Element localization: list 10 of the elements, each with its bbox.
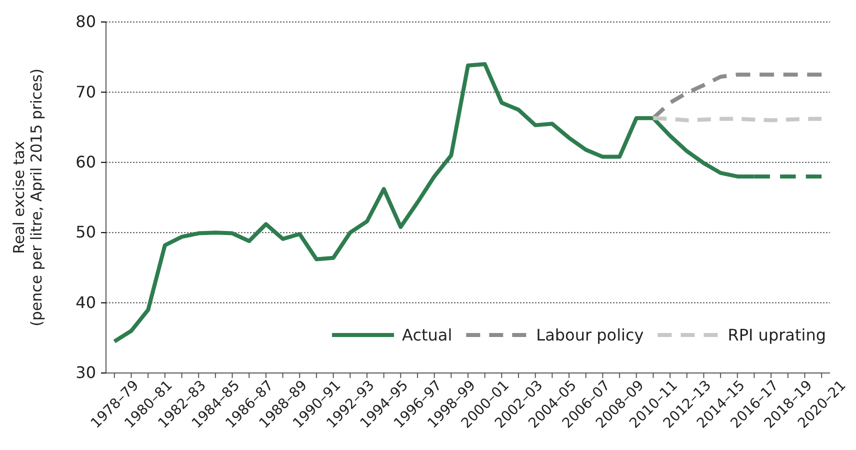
y-axis-title: Real excise tax (pence per litre, April 2015 prices)	[10, 68, 46, 326]
y-tick-label: 70	[76, 82, 96, 102]
legend-label: Actual	[402, 326, 452, 345]
y-tick-label: 80	[76, 12, 96, 32]
legend-label: RPI uprating	[728, 326, 826, 345]
y-tick-label: 30	[76, 363, 96, 382]
y-tick-label: 40	[76, 292, 96, 312]
y-tick-label: 50	[76, 222, 96, 242]
legend-label: Labour policy	[536, 326, 644, 345]
y-tick-label: 60	[76, 152, 96, 172]
